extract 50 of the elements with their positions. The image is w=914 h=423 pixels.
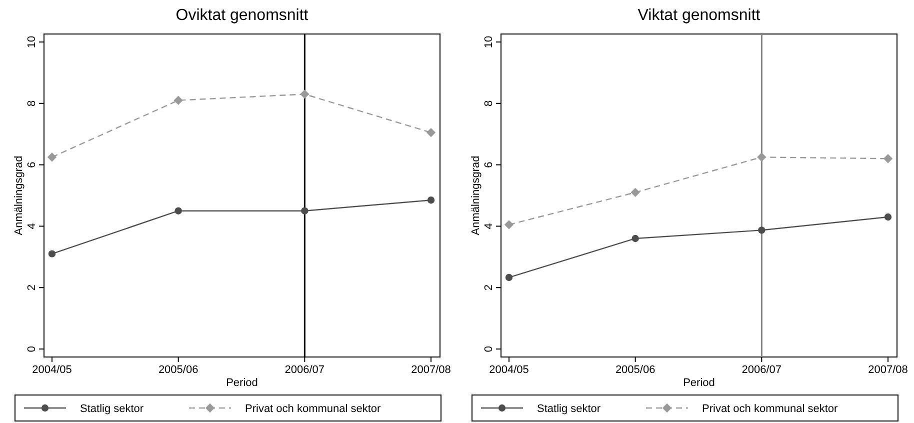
y-tick-label: 8 <box>483 100 495 106</box>
legend-key: Privat och kommunal sektor <box>189 403 381 415</box>
point <box>427 196 435 204</box>
x-tick-label: 2004/05 <box>489 364 529 376</box>
point <box>757 152 766 162</box>
x-axis-title: Period <box>683 377 715 389</box>
point <box>301 207 308 214</box>
chart-title: Viktat genomsnitt <box>638 7 761 24</box>
y-tick-label: 10 <box>483 36 495 48</box>
y-tick-label: 2 <box>26 284 38 291</box>
x-tick-label: 2005/06 <box>615 364 656 376</box>
y-tick-label: 8 <box>26 100 38 106</box>
y-tick-label: 2 <box>483 284 495 291</box>
y-tick-label: 4 <box>483 223 495 230</box>
x-tick-label: 2007/08 <box>868 364 908 376</box>
legend-key: Statlig sektor <box>24 403 144 415</box>
legend-label: Statlig sektor <box>80 403 144 415</box>
legend-label: Privat och kommunal sektor <box>245 403 382 415</box>
point <box>300 90 310 99</box>
point <box>630 188 640 198</box>
y-axis-title: Anmälningsgrad <box>13 156 25 236</box>
point <box>174 96 183 105</box>
x-tick-label: 2006/07 <box>284 364 325 376</box>
point <box>47 152 57 162</box>
chart-title: Oviktat genomsnitt <box>176 7 309 24</box>
y-tick-label: 0 <box>483 346 495 352</box>
point <box>174 207 182 214</box>
y-tick-label: 0 <box>26 346 38 352</box>
point <box>632 234 639 242</box>
point <box>505 274 513 282</box>
x-tick-label: 2004/05 <box>32 364 72 376</box>
x-tick-label: 2006/07 <box>742 364 782 376</box>
point <box>884 213 892 221</box>
point <box>426 128 436 138</box>
legend-key: Privat och kommunal sektor <box>646 403 838 415</box>
y-tick-label: 6 <box>483 162 495 168</box>
point <box>883 154 893 164</box>
x-axis-title: Period <box>226 377 258 389</box>
point <box>758 226 766 234</box>
y-tick-label: 4 <box>26 223 38 230</box>
legend-label: Privat och kommunal sektor <box>702 403 838 415</box>
y-tick-label: 6 <box>26 162 38 168</box>
legend-label: Statlig sektor <box>537 403 601 415</box>
point <box>504 220 514 230</box>
y-axis-title: Anmälningsgrad <box>470 156 482 236</box>
x-tick-label: 2007/08 <box>411 364 451 376</box>
x-tick-label: 2005/06 <box>158 364 198 376</box>
point <box>48 250 56 258</box>
y-tick-label: 10 <box>26 36 38 48</box>
legend-key: Statlig sektor <box>481 403 601 415</box>
